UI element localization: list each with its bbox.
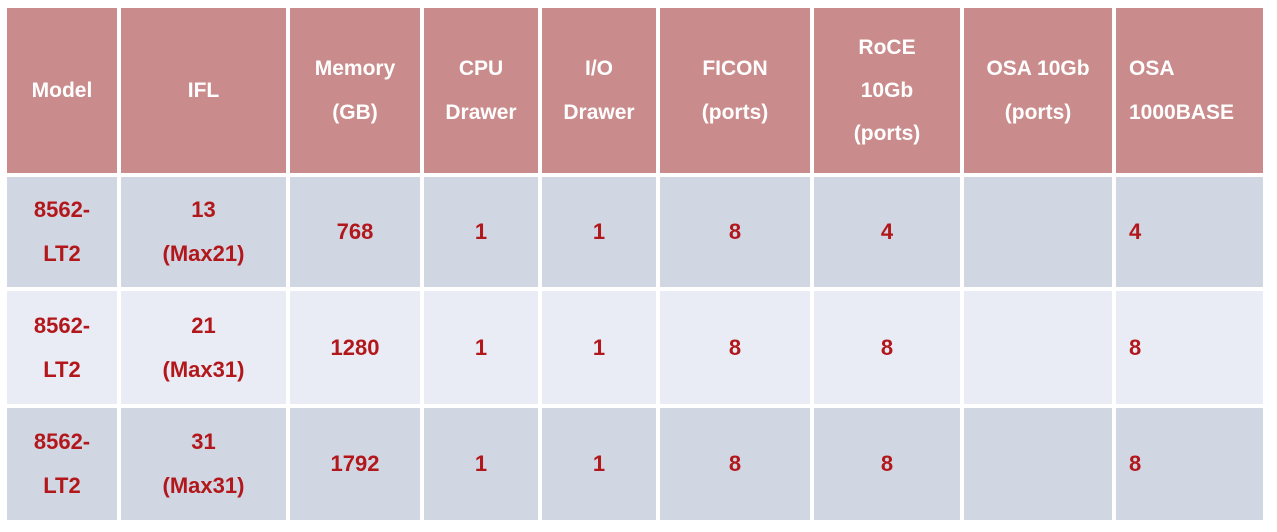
table-row: 8562- LT2 13 (Max21) 768 1 1 8	[7, 177, 1263, 287]
cell-line: (Max31)	[162, 356, 245, 382]
header-line: Drawer	[563, 100, 635, 124]
header-line: Memory	[314, 57, 396, 81]
cell-line: LT2	[43, 356, 81, 382]
header-cell-osa-10gb: OSA 10Gb (ports)	[964, 8, 1112, 173]
cell-line: 31	[191, 429, 216, 454]
header-line: (ports)	[701, 100, 769, 124]
cell-line: 4	[880, 219, 894, 244]
cell-io-drawer: 1	[542, 408, 656, 520]
table-header: Model IFL Memory (GB) CPU Drawer I/O Dra…	[7, 8, 1263, 173]
table-row: 8562- LT2 31 (Max31) 1792 1 1 8	[7, 408, 1263, 520]
cell-osa-10gb	[964, 177, 1112, 287]
header-line: I/O	[584, 57, 613, 81]
cell-line: 8	[1129, 334, 1142, 360]
cell-roce-10gb: 4	[814, 177, 960, 287]
header-cell-ficon: FICON (ports)	[660, 8, 810, 173]
header-cell-cpu-drawer: CPU Drawer	[424, 8, 538, 173]
cell-osa-1000base: 4	[1116, 177, 1263, 287]
header-cell-osa-1000base: OSA 1000BASE	[1116, 8, 1263, 173]
header-line: 1000BASE	[1129, 100, 1235, 124]
cell-line: 768	[336, 219, 374, 244]
cell-memory: 1280	[290, 291, 420, 404]
header-line: (GB)	[332, 100, 378, 124]
header-line: CPU	[458, 57, 504, 81]
header-line: (ports)	[1004, 100, 1072, 124]
cell-line: LT2	[43, 473, 81, 498]
cell-cpu-drawer: 1	[424, 408, 538, 520]
cell-model: 8562- LT2	[7, 408, 117, 520]
header-cell-memory: Memory (GB)	[290, 8, 420, 173]
cell-osa-1000base: 8	[1116, 291, 1263, 404]
cell-line: (Max31)	[162, 473, 245, 498]
cell-line: 8	[880, 334, 894, 360]
cell-ifl: 21 (Max31)	[121, 291, 286, 404]
header-line: RoCE	[858, 35, 916, 59]
header-cell-model: Model	[7, 8, 117, 173]
cell-io-drawer: 1	[542, 291, 656, 404]
cell-roce-10gb: 8	[814, 408, 960, 520]
cell-line: 8	[728, 451, 742, 476]
cell-line: 8562-	[33, 197, 91, 222]
cell-ficon: 8	[660, 291, 810, 404]
header-line: OSA 10Gb	[986, 57, 1090, 81]
cell-line: LT2	[43, 241, 81, 266]
header-line: Drawer	[445, 100, 517, 124]
cell-line: 1280	[330, 334, 380, 360]
header-line: IFL	[187, 78, 220, 102]
cell-line: 1	[474, 451, 488, 476]
cell-model: 8562- LT2	[7, 291, 117, 404]
cell-line: 8	[728, 219, 742, 244]
cell-line: 21	[191, 312, 216, 338]
cell-line: 8	[1129, 451, 1142, 476]
cell-line: 8	[728, 334, 742, 360]
cell-line: 1	[592, 334, 606, 360]
cell-line: 1	[474, 334, 488, 360]
cell-ficon: 8	[660, 408, 810, 520]
server-spec-table: Model IFL Memory (GB) CPU Drawer I/O Dra…	[3, 4, 1267, 524]
cell-ifl: 13 (Max21)	[121, 177, 286, 287]
cell-line: 8562-	[33, 429, 91, 454]
header-row: Model IFL Memory (GB) CPU Drawer I/O Dra…	[7, 8, 1263, 173]
cell-memory: 768	[290, 177, 420, 287]
header-line: (ports)	[853, 122, 921, 146]
table-body: 8562- LT2 13 (Max21) 768 1 1 8	[7, 177, 1263, 520]
cell-ficon: 8	[660, 177, 810, 287]
header-cell-io-drawer: I/O Drawer	[542, 8, 656, 173]
header-cell-ifl: IFL	[121, 8, 286, 173]
cell-line: 8	[880, 451, 894, 476]
cell-line: 1792	[330, 451, 380, 476]
cell-line: 1	[592, 451, 606, 476]
cell-line: 1	[474, 219, 488, 244]
cell-osa-1000base: 8	[1116, 408, 1263, 520]
cell-line: 13	[191, 197, 216, 222]
cell-memory: 1792	[290, 408, 420, 520]
cell-osa-10gb	[964, 408, 1112, 520]
cell-line: 4	[1129, 219, 1142, 244]
cell-line: 1	[592, 219, 606, 244]
table-row: 8562- LT2 21 (Max31) 1280 1 1 8	[7, 291, 1263, 404]
header-line: FICON	[702, 57, 768, 81]
header-line: Model	[31, 78, 93, 102]
cell-cpu-drawer: 1	[424, 177, 538, 287]
cell-line: 8562-	[33, 312, 91, 338]
cell-roce-10gb: 8	[814, 291, 960, 404]
header-cell-roce-10gb: RoCE 10Gb (ports)	[814, 8, 960, 173]
cell-model: 8562- LT2	[7, 177, 117, 287]
cell-ifl: 31 (Max31)	[121, 408, 286, 520]
header-line: 10Gb	[860, 78, 914, 102]
cell-io-drawer: 1	[542, 177, 656, 287]
cell-line: (Max21)	[162, 241, 245, 266]
cell-cpu-drawer: 1	[424, 291, 538, 404]
header-line: OSA	[1129, 57, 1175, 81]
cell-osa-10gb	[964, 291, 1112, 404]
